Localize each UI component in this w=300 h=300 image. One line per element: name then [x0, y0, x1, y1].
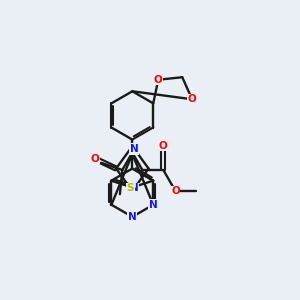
- Text: N: N: [130, 144, 139, 154]
- Text: O: O: [171, 186, 180, 196]
- Text: S: S: [127, 183, 134, 193]
- Text: O: O: [188, 94, 197, 104]
- Text: N: N: [128, 212, 137, 222]
- Text: O: O: [91, 154, 100, 164]
- Text: O: O: [154, 75, 163, 85]
- Text: O: O: [159, 141, 168, 151]
- Text: N: N: [130, 183, 139, 193]
- Text: N: N: [149, 200, 158, 210]
